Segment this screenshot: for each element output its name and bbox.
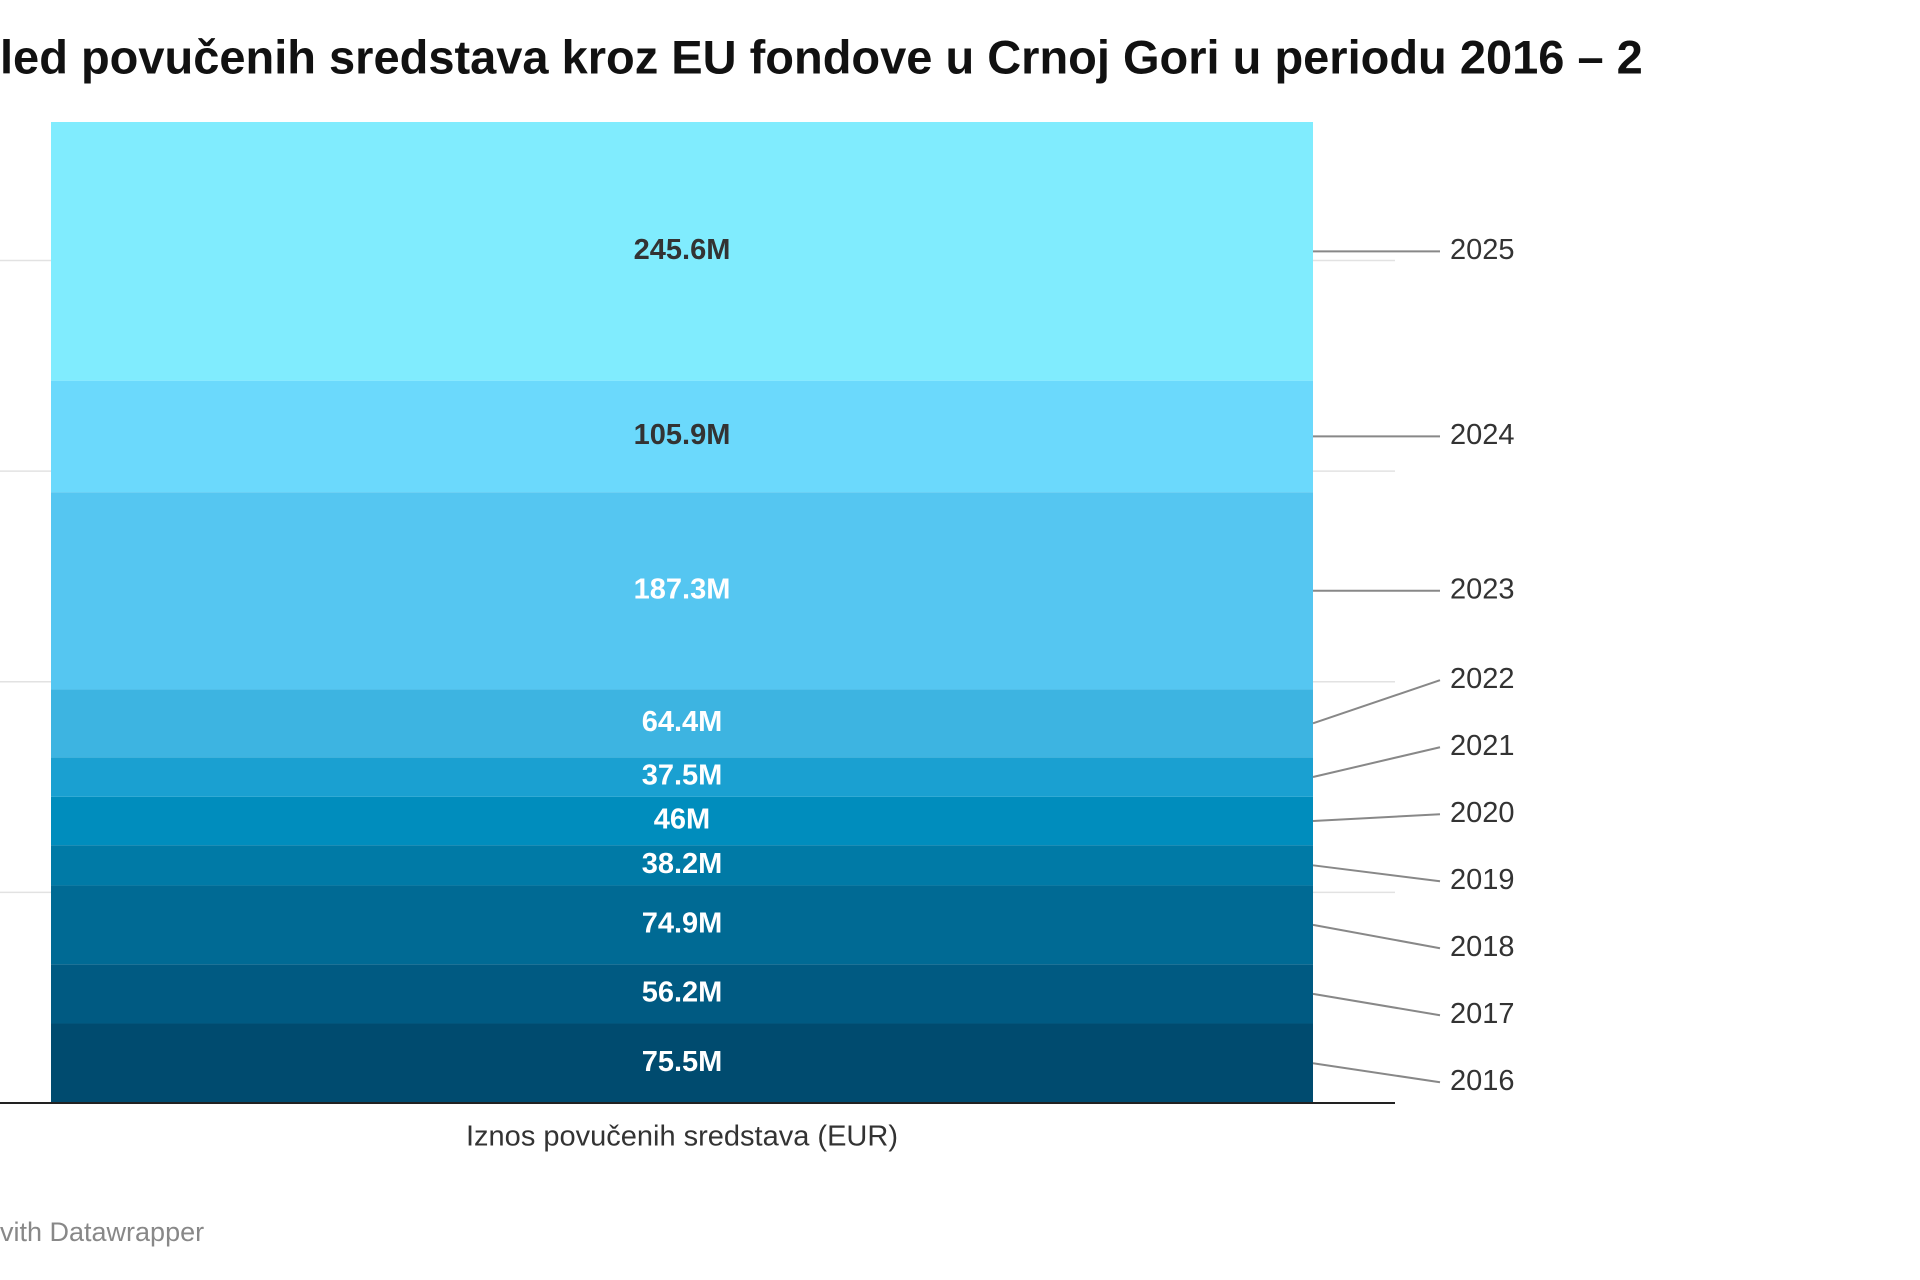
value-label: 56.2M [642, 977, 723, 1009]
value-label: 64.4M [642, 706, 723, 738]
series-label: 2020 [1450, 797, 1515, 829]
bar-segment [51, 689, 1313, 758]
label-connector [1312, 923, 1441, 950]
value-label: 38.2M [642, 848, 723, 880]
series-label: 2025 [1450, 234, 1515, 266]
bar-segment [51, 492, 1313, 690]
series-label: 2017 [1450, 998, 1515, 1030]
value-label: 187.3M [634, 573, 731, 605]
label-connector [1312, 992, 1441, 1017]
bar-segment [51, 885, 1313, 965]
series-label: 2021 [1450, 730, 1515, 762]
credit: vith Datawrapper [0, 1217, 204, 1247]
value-label: 74.9M [642, 908, 723, 940]
value-label: 75.5M [642, 1046, 723, 1078]
series-label: 2019 [1450, 864, 1515, 896]
bar-segment [51, 964, 1313, 1024]
x-axis-label: Iznos povučenih sredstava (EUR) [466, 1121, 898, 1153]
series-label: 2023 [1450, 573, 1515, 605]
bar-segment [51, 380, 1313, 493]
series-label: 2016 [1450, 1065, 1515, 1097]
label-connector [1312, 746, 1441, 778]
bars [51, 122, 1313, 1103]
value-label: 37.5M [642, 760, 723, 792]
bar-segment [51, 757, 1313, 797]
value-label: 245.6M [634, 234, 731, 266]
labels: 75.5M 56.2M 74.9M 38.2M 46M 37.5M 64.4M 187.3M 1… [634, 234, 1515, 1097]
bar-segment [51, 845, 1313, 886]
chart-title: led povučenih sredstava kroz EU fondove … [0, 30, 1643, 83]
series-label: 2022 [1450, 663, 1515, 695]
label-connector [1312, 813, 1441, 822]
series-label: 2024 [1450, 419, 1515, 451]
series-label: 2018 [1450, 931, 1515, 963]
bar-segment [51, 1023, 1313, 1103]
value-label: 105.9M [634, 419, 731, 451]
bar-segment [51, 122, 1313, 381]
value-label: 46M [654, 804, 710, 836]
label-connector [1312, 1062, 1441, 1084]
label-connector [1312, 679, 1441, 725]
label-connector [1312, 864, 1441, 883]
bar-segment [51, 796, 1313, 846]
